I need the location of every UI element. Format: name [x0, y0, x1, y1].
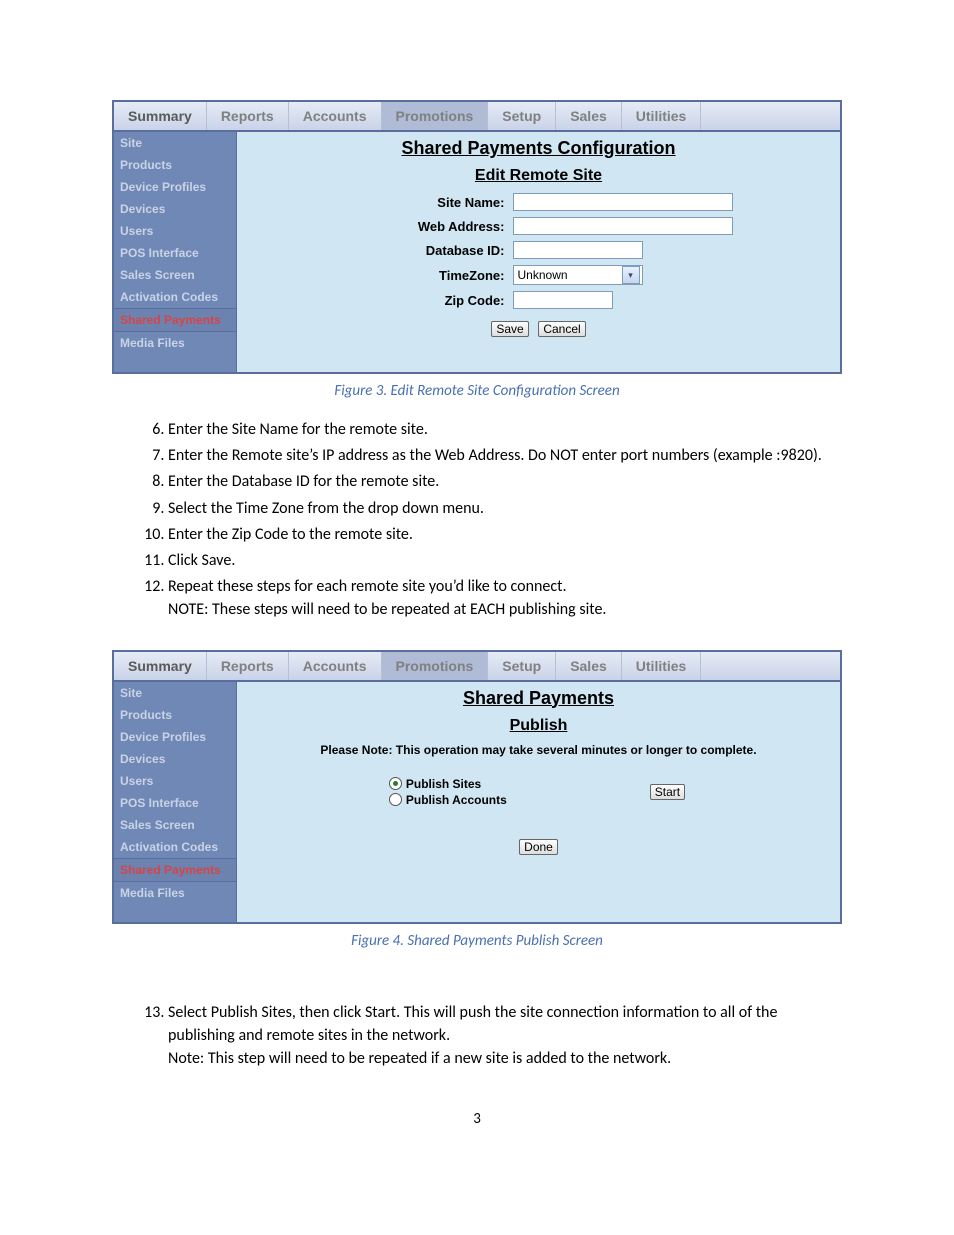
sidebar-item-shared-payments-2[interactable]: Shared Payments — [114, 858, 236, 882]
figure-3-caption: Figure 3. Edit Remote Site Configuration… — [112, 382, 842, 400]
tab-promotions[interactable]: Promotions — [382, 102, 489, 130]
step-8: Enter the Database ID for the remote sit… — [168, 470, 842, 493]
tab-utilities-2[interactable]: Utilities — [622, 652, 702, 680]
label-zip-code: Zip Code: — [335, 293, 505, 308]
tab-sales-2[interactable]: Sales — [556, 652, 622, 680]
select-timezone[interactable]: Unknown ▾ — [513, 265, 643, 285]
step-9: Select the Time Zone from the drop down … — [168, 497, 842, 520]
sidebar-item-site[interactable]: Site — [114, 132, 236, 154]
tab-promotions-2[interactable]: Promotions — [382, 652, 489, 680]
sidebar-item-device-profiles[interactable]: Device Profiles — [114, 176, 236, 198]
tab-sales[interactable]: Sales — [556, 102, 622, 130]
input-zip-code[interactable] — [513, 291, 613, 309]
step-13: Select Publish Sites, then click Start. … — [168, 1001, 842, 1071]
cancel-button[interactable]: Cancel — [538, 321, 585, 337]
sidebar-item-users[interactable]: Users — [114, 220, 236, 242]
radio-icon — [389, 793, 402, 806]
input-web-address[interactable] — [513, 217, 733, 235]
top-tabbar: Summary Reports Accounts Promotions Setu… — [114, 102, 840, 130]
publish-note: Please Note: This operation may take sev… — [237, 743, 840, 757]
tab-utilities[interactable]: Utilities — [622, 102, 702, 130]
instruction-steps-2: Select Publish Sites, then click Start. … — [112, 1001, 842, 1071]
step-12: Repeat these steps for each remote site … — [168, 575, 842, 621]
done-button[interactable]: Done — [519, 839, 558, 855]
main-panel-publish: Shared Payments Publish Please Note: Thi… — [237, 682, 840, 922]
sidebar-item-pos-interface-2[interactable]: POS Interface — [114, 792, 236, 814]
tab-accounts[interactable]: Accounts — [289, 102, 382, 130]
step-10: Enter the Zip Code to the remote site. — [168, 523, 842, 546]
step-13-note: Note: This step will need to be repeated… — [168, 1049, 671, 1068]
label-database-id: Database ID: — [335, 243, 505, 258]
main-panel-edit-remote-site: Shared Payments Configuration Edit Remot… — [237, 132, 840, 372]
top-tabbar-2: Summary Reports Accounts Promotions Setu… — [114, 652, 840, 680]
sidebar-item-device-profiles-2[interactable]: Device Profiles — [114, 726, 236, 748]
tab-reports-2[interactable]: Reports — [207, 652, 289, 680]
sidebar-item-sales-screen[interactable]: Sales Screen — [114, 264, 236, 286]
save-button[interactable]: Save — [491, 321, 528, 337]
sidebar-item-site-2[interactable]: Site — [114, 682, 236, 704]
figure-4-caption: Figure 4. Shared Payments Publish Screen — [112, 932, 842, 950]
radio-label-sites: Publish Sites — [406, 777, 481, 791]
radio-label-accounts: Publish Accounts — [406, 793, 507, 807]
sidebar-item-users-2[interactable]: Users — [114, 770, 236, 792]
step-11: Click Save. — [168, 549, 842, 572]
sidebar-item-sales-screen-2[interactable]: Sales Screen — [114, 814, 236, 836]
sidebar-item-devices[interactable]: Devices — [114, 198, 236, 220]
page-number: 3 — [112, 1110, 842, 1128]
step-7: Enter the Remote site’s IP address as th… — [168, 444, 842, 467]
app-frame-publish: Summary Reports Accounts Promotions Setu… — [112, 650, 842, 924]
sidebar-item-media-files-2[interactable]: Media Files — [114, 882, 236, 904]
sidebar-item-activation-codes-2[interactable]: Activation Codes — [114, 836, 236, 858]
sidebar-2: Site Products Device Profiles Devices Us… — [114, 682, 237, 922]
label-web-address: Web Address: — [335, 219, 505, 234]
input-site-name[interactable] — [513, 193, 733, 211]
tab-setup[interactable]: Setup — [488, 102, 556, 130]
radio-publish-accounts[interactable]: Publish Accounts — [389, 793, 507, 807]
input-database-id[interactable] — [513, 241, 643, 259]
sidebar: Site Products Device Profiles Devices Us… — [114, 132, 237, 372]
label-timezone: TimeZone: — [335, 268, 505, 283]
tab-reports[interactable]: Reports — [207, 102, 289, 130]
select-timezone-value: Unknown — [518, 268, 568, 282]
publish-radio-group: Publish Sites Publish Accounts — [389, 775, 507, 809]
sidebar-item-shared-payments[interactable]: Shared Payments — [114, 308, 236, 332]
page-title-2: Shared Payments — [237, 688, 840, 709]
tab-summary-2[interactable]: Summary — [114, 652, 207, 680]
radio-publish-sites[interactable]: Publish Sites — [389, 777, 507, 791]
app-frame-edit-remote-site: Summary Reports Accounts Promotions Setu… — [112, 100, 842, 374]
sidebar-item-media-files[interactable]: Media Files — [114, 332, 236, 354]
tabbar-spacer — [701, 102, 840, 130]
chevron-down-icon: ▾ — [622, 266, 640, 284]
tab-setup-2[interactable]: Setup — [488, 652, 556, 680]
sidebar-item-activation-codes[interactable]: Activation Codes — [114, 286, 236, 308]
instruction-steps-1: Enter the Site Name for the remote site.… — [112, 418, 842, 622]
step-6: Enter the Site Name for the remote site. — [168, 418, 842, 441]
page-title: Shared Payments Configuration — [237, 138, 840, 159]
tab-accounts-2[interactable]: Accounts — [289, 652, 382, 680]
tabbar-spacer-2 — [701, 652, 840, 680]
start-button[interactable]: Start — [650, 784, 685, 800]
radio-icon — [389, 777, 402, 790]
label-site-name: Site Name: — [335, 195, 505, 210]
sidebar-item-products-2[interactable]: Products — [114, 704, 236, 726]
step-12-note: NOTE: These steps will need to be repeat… — [168, 600, 606, 619]
page-subtitle: Edit Remote Site — [237, 167, 840, 185]
page-subtitle-2: Publish — [237, 717, 840, 735]
sidebar-item-devices-2[interactable]: Devices — [114, 748, 236, 770]
sidebar-item-products[interactable]: Products — [114, 154, 236, 176]
tab-summary[interactable]: Summary — [114, 102, 207, 130]
sidebar-item-pos-interface[interactable]: POS Interface — [114, 242, 236, 264]
